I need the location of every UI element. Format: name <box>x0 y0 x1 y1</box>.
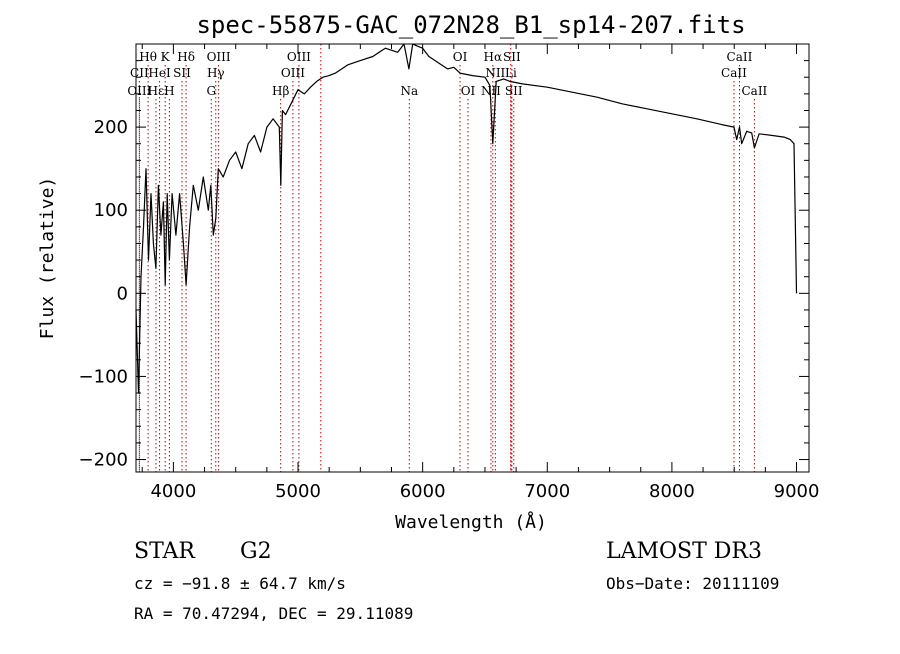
line-label-15: NII <box>485 66 505 80</box>
line-label-17: CaII <box>721 66 747 80</box>
x-tick-label-7000: 7000 <box>524 481 570 502</box>
chart-title: spec-55875-GAC_072N28_B1_sp14-207.fits <box>196 11 745 39</box>
line-label-19: Hε <box>148 84 165 98</box>
survey-name: LAMOST DR3 <box>606 539 762 564</box>
line-label-10: HeI <box>148 66 171 80</box>
line-label-18: OIII <box>127 84 151 98</box>
line-label-8: CaII <box>727 50 753 64</box>
y-axis-ticks: −200 −100 0 100 200 <box>79 43 809 471</box>
flux-series-line <box>135 43 798 394</box>
line-label-4: OIII <box>287 50 311 64</box>
x-tick-label-5000: 5000 <box>275 481 321 502</box>
x-tick-label-6000: 6000 <box>400 481 446 502</box>
y-tick-label-0: 0 <box>117 283 128 304</box>
y-tick-label-100: 100 <box>94 200 128 221</box>
line-label-24: NII <box>481 84 501 98</box>
line-label-22: Hβ <box>272 84 289 98</box>
x-tick-label-9000: 9000 <box>774 481 820 502</box>
y-tick-label--200: −200 <box>79 450 128 471</box>
line-label-23: OI <box>461 84 476 98</box>
spectral-line-markers <box>138 44 755 472</box>
y-tick-label-200: 200 <box>94 117 128 138</box>
line-label-25: SII <box>505 84 523 98</box>
plot-frame <box>135 43 810 473</box>
y-axis-label: Flux (relative) <box>37 177 58 340</box>
x-tick-label-4000: 4000 <box>150 481 196 502</box>
line-label-14: Na <box>400 84 418 98</box>
line-label-13: OIII <box>281 66 305 80</box>
line-label-7: SII <box>503 50 521 64</box>
line-label-21: G <box>206 84 216 98</box>
line-label-3: OIII <box>207 50 231 64</box>
line-label-9: CII <box>130 66 149 80</box>
line-label-6: Hα <box>484 50 503 64</box>
line-label-12: Hγ <box>207 66 225 80</box>
line-label-26: CaII <box>741 84 767 98</box>
line-label-2: Hδ <box>177 50 195 64</box>
x-axis-ticks: 4000 5000 6000 7000 8000 9000 <box>141 44 820 502</box>
line-label-5: OI <box>453 50 468 64</box>
line-label-11: SII <box>173 66 191 80</box>
observation-date: Obs−Date: 20111109 <box>606 574 779 593</box>
line-label-0: Hθ <box>139 50 157 64</box>
line-label-1: K <box>161 50 171 64</box>
line-label-20: H <box>164 84 174 98</box>
object-class: STAR <box>134 539 196 564</box>
x-tick-label-8000: 8000 <box>649 481 695 502</box>
object-subclass: G2 <box>240 539 272 564</box>
x-axis-label: Wavelength (Å) <box>395 511 547 533</box>
sky-coordinates: RA = 70.47294, DEC = 29.11089 <box>134 604 413 623</box>
y-tick-label--100: −100 <box>79 366 128 387</box>
line-label-16: Li <box>505 66 517 80</box>
redshift-value: cz = −91.8 ± 64.7 km/s <box>134 574 346 593</box>
